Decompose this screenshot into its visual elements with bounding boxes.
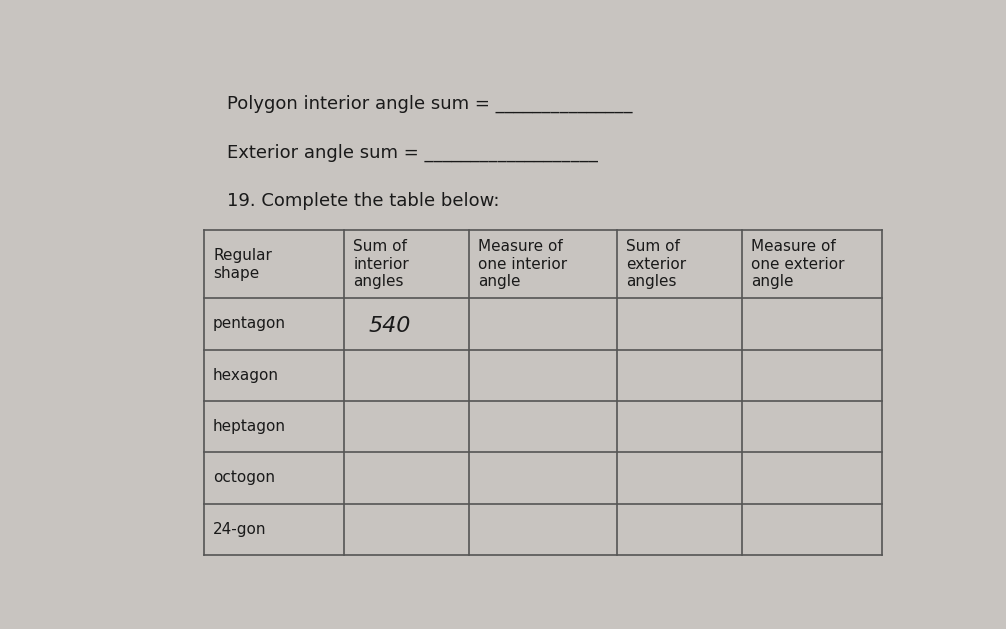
Text: Exterior angle sum = ___________________: Exterior angle sum = ___________________ bbox=[227, 143, 598, 162]
Text: heptagon: heptagon bbox=[213, 419, 286, 434]
Text: octogon: octogon bbox=[213, 470, 275, 486]
Text: Measure of
one interior
angle: Measure of one interior angle bbox=[478, 240, 567, 289]
Text: Polygon interior angle sum = _______________: Polygon interior angle sum = ___________… bbox=[227, 95, 633, 113]
Text: 19. Complete the table below:: 19. Complete the table below: bbox=[227, 192, 500, 209]
Text: Sum of
interior
angles: Sum of interior angles bbox=[353, 240, 409, 289]
Text: 24-gon: 24-gon bbox=[213, 522, 267, 537]
Text: Regular
shape: Regular shape bbox=[213, 248, 272, 281]
Text: pentagon: pentagon bbox=[213, 316, 286, 331]
Text: 540: 540 bbox=[369, 316, 411, 337]
Text: Measure of
one exterior
angle: Measure of one exterior angle bbox=[751, 240, 844, 289]
Text: Sum of
exterior
angles: Sum of exterior angles bbox=[627, 240, 686, 289]
Text: hexagon: hexagon bbox=[213, 368, 279, 383]
